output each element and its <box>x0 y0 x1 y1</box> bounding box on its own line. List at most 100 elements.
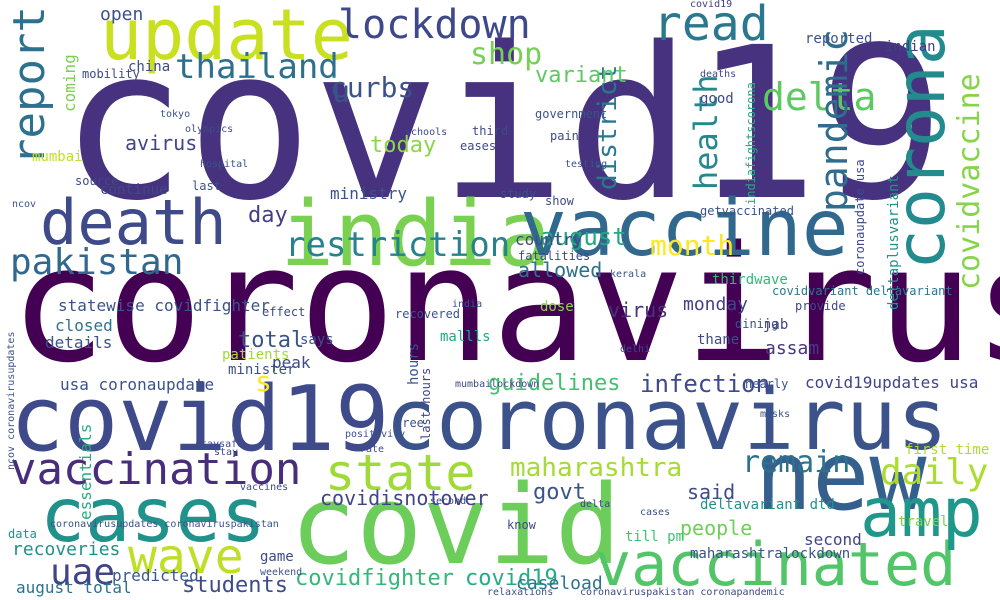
word-country: country <box>515 230 583 249</box>
word-mumbailockdown: mumbailockdown <box>455 379 540 390</box>
word-second: second <box>804 530 862 549</box>
word-govt: govt <box>533 480 586 505</box>
word-s: s <box>255 365 272 398</box>
word-indiafightscorona: indiafightscorona <box>744 82 758 205</box>
word-shop: shop <box>470 37 543 72</box>
word-report: report <box>4 6 55 165</box>
word-india-small: india <box>452 299 483 310</box>
word-month: month <box>650 229 735 262</box>
word-last: last <box>192 179 221 193</box>
word-coronavirus-second: coronavirus <box>385 371 948 470</box>
word-curbs: curbs <box>330 71 415 104</box>
word-show: show <box>545 194 574 208</box>
word-staysafe: staysafe <box>195 439 244 450</box>
word-covid19-tiny: covid19 <box>690 0 733 10</box>
word-study: study <box>500 187 537 201</box>
word-covidisnotover: covidisnotover <box>320 486 489 510</box>
word-today: today <box>370 133 437 158</box>
word-restriction: restriction <box>285 225 511 265</box>
word-nearly: nearly <box>745 377 789 391</box>
word-statewise-covidfighter: statewise covidfighter <box>58 296 270 315</box>
word-delta-small: delta <box>580 499 611 510</box>
word-continue: continue <box>100 182 168 198</box>
word-variant: variant <box>535 63 628 88</box>
word-ncov-coronavirusupdates: ncov coronavirusupdates <box>6 331 17 470</box>
word-kerala: kerala <box>610 269 647 280</box>
word-day: day <box>248 203 288 228</box>
word-monday: monday <box>683 294 749 315</box>
word-second-small: second <box>430 496 467 507</box>
word-covidvariant-deltavariant: covidvariant deltavariant <box>772 284 953 298</box>
word-reported: reported <box>805 31 873 47</box>
word-travel: travel <box>898 514 949 530</box>
word-infection: infection <box>640 370 771 398</box>
word-vaccines: vaccines <box>240 482 289 493</box>
word-pandemic: pandemic <box>812 28 856 212</box>
word-allowed: allowed <box>518 258 603 282</box>
word-maharashtralockdown: maharashtralockdown <box>690 546 851 562</box>
word-minister: minister <box>228 362 296 378</box>
word-till-pm: till pm <box>625 529 685 545</box>
word-cases: cases <box>40 471 266 559</box>
word-recoveries: recoveries <box>12 539 121 560</box>
word-testing: testing <box>565 159 608 170</box>
word-vaccine: vaccine <box>520 184 849 274</box>
word-government: government <box>535 107 608 121</box>
word-august: august <box>540 223 627 251</box>
word-getvaccinated: getvaccinated <box>700 204 794 218</box>
word-covid19-small: covid19 <box>465 566 558 591</box>
word-free: free <box>395 416 424 430</box>
word-maharashtra: maharashtra <box>510 453 683 483</box>
word-coronavirus-main: coronavirus <box>10 211 1000 398</box>
word-third: third <box>472 124 509 138</box>
word-eases: eases <box>460 139 497 153</box>
word-state: state <box>325 444 476 502</box>
word-people: people <box>680 516 753 540</box>
word-ncov: ncov <box>12 199 37 210</box>
word-delta: delta <box>762 75 877 119</box>
word-know: know <box>507 518 536 532</box>
word-virus: virus <box>608 298 669 322</box>
word-good: good <box>700 91 734 107</box>
word-covid19updates-usa: covid19updates usa <box>805 373 979 392</box>
word-coronaupdate-usa: coronaupdate usa <box>853 159 867 275</box>
word-details: details <box>45 333 113 352</box>
word-total: total <box>238 328 305 353</box>
word-peak: peak <box>272 353 311 372</box>
word-amp: amp <box>860 474 983 553</box>
word-stay: stay <box>214 447 239 458</box>
word-masks: masks <box>760 409 791 420</box>
word-covid19-second: covid19 <box>10 367 390 472</box>
word-provide: provide <box>795 299 846 313</box>
word-indian: indian <box>885 39 936 55</box>
word-new: new <box>755 422 927 532</box>
word-thane: thane <box>697 332 740 348</box>
word-dose: dose <box>540 299 574 315</box>
word-rate: rate <box>360 444 385 455</box>
word-u: u <box>332 75 351 110</box>
word-first-time: first time <box>905 442 990 458</box>
word-update: update <box>100 0 353 76</box>
word-pain: pain <box>550 129 579 143</box>
word-caseload: caseload <box>516 573 603 594</box>
word-said: said <box>687 480 736 504</box>
word-deaths: deaths <box>700 69 737 80</box>
word-deltavariant-dtd: deltavariant dtd <box>700 497 835 513</box>
word-predicted: predicted <box>112 566 199 585</box>
word-students: students <box>182 573 288 598</box>
word-essentials: essentials <box>76 423 95 520</box>
word-usa-coronaupdate: usa coronaupdate <box>60 375 215 394</box>
word-avirus: avirus <box>125 131 198 155</box>
word-covid: covid <box>290 461 622 589</box>
word-delhi: delhi <box>620 344 651 355</box>
word-deltaplusvariant: deltaplusvariant <box>886 175 902 310</box>
word-india: india <box>280 182 551 287</box>
word-game: game <box>260 549 294 565</box>
word-guidelines: guidelines <box>488 371 621 396</box>
word-source: source <box>75 174 119 188</box>
word-hospital: hospital <box>200 159 249 170</box>
word-wave: wave <box>128 529 244 585</box>
word-uae: uae <box>50 552 116 593</box>
word-ministry: ministry <box>330 184 408 203</box>
